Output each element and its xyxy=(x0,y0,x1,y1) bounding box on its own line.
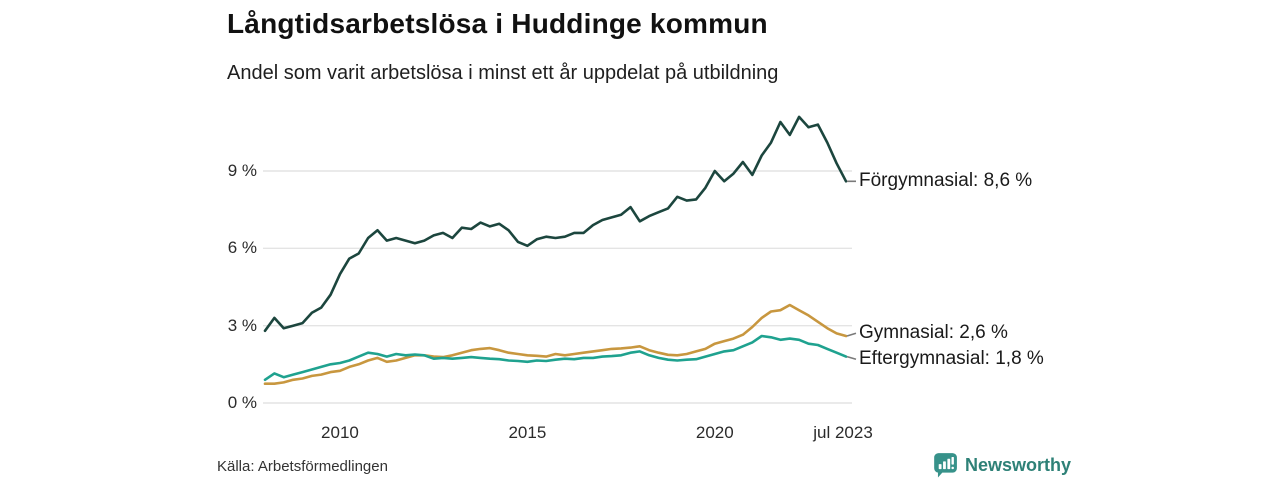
series-end-label-gymnasial: Gymnasial: 2,6 % xyxy=(859,322,1008,344)
x-tick-label-jul-2023: jul 2023 xyxy=(813,423,873,442)
y-tick-label-3: 3 % xyxy=(227,315,257,335)
source-note: Källa: Arbetsförmedlingen xyxy=(217,458,388,475)
chart-subtitle: Andel som varit arbetslösa i minst ett å… xyxy=(227,62,779,84)
series-line-gymnasial xyxy=(263,303,848,386)
y-tick-label-6: 6 % xyxy=(227,238,257,258)
series-line-eftergymnasial xyxy=(263,334,848,382)
newsworthy-logo: Newsworthy xyxy=(932,452,1071,478)
x-tick-label-2010: 2010 xyxy=(321,423,359,442)
newsworthy-logo-text: Newsworthy xyxy=(965,454,1072,475)
series-line-forgymnasial xyxy=(263,115,848,333)
y-tick-label-9: 9 % xyxy=(227,161,257,180)
x-tick-label-2015: 2015 xyxy=(508,423,547,442)
end-label-dash-gymnasial xyxy=(846,332,857,337)
page-title: Långtidsarbetslösa i Huddinge kommun xyxy=(227,8,768,39)
x-tick-label-2020: 2020 xyxy=(695,423,734,442)
end-label-dash-eftergymnasial xyxy=(846,355,857,361)
series-end-label-eftergymnasial: Eftergymnasial: 1,8 % xyxy=(859,348,1044,370)
series-end-label-forgymnasial: Förgymnasial: 8,6 % xyxy=(859,170,1033,192)
y-tick-label-0: 0 % xyxy=(227,393,257,412)
newsworthy-bubble-chart-icon xyxy=(932,452,958,478)
